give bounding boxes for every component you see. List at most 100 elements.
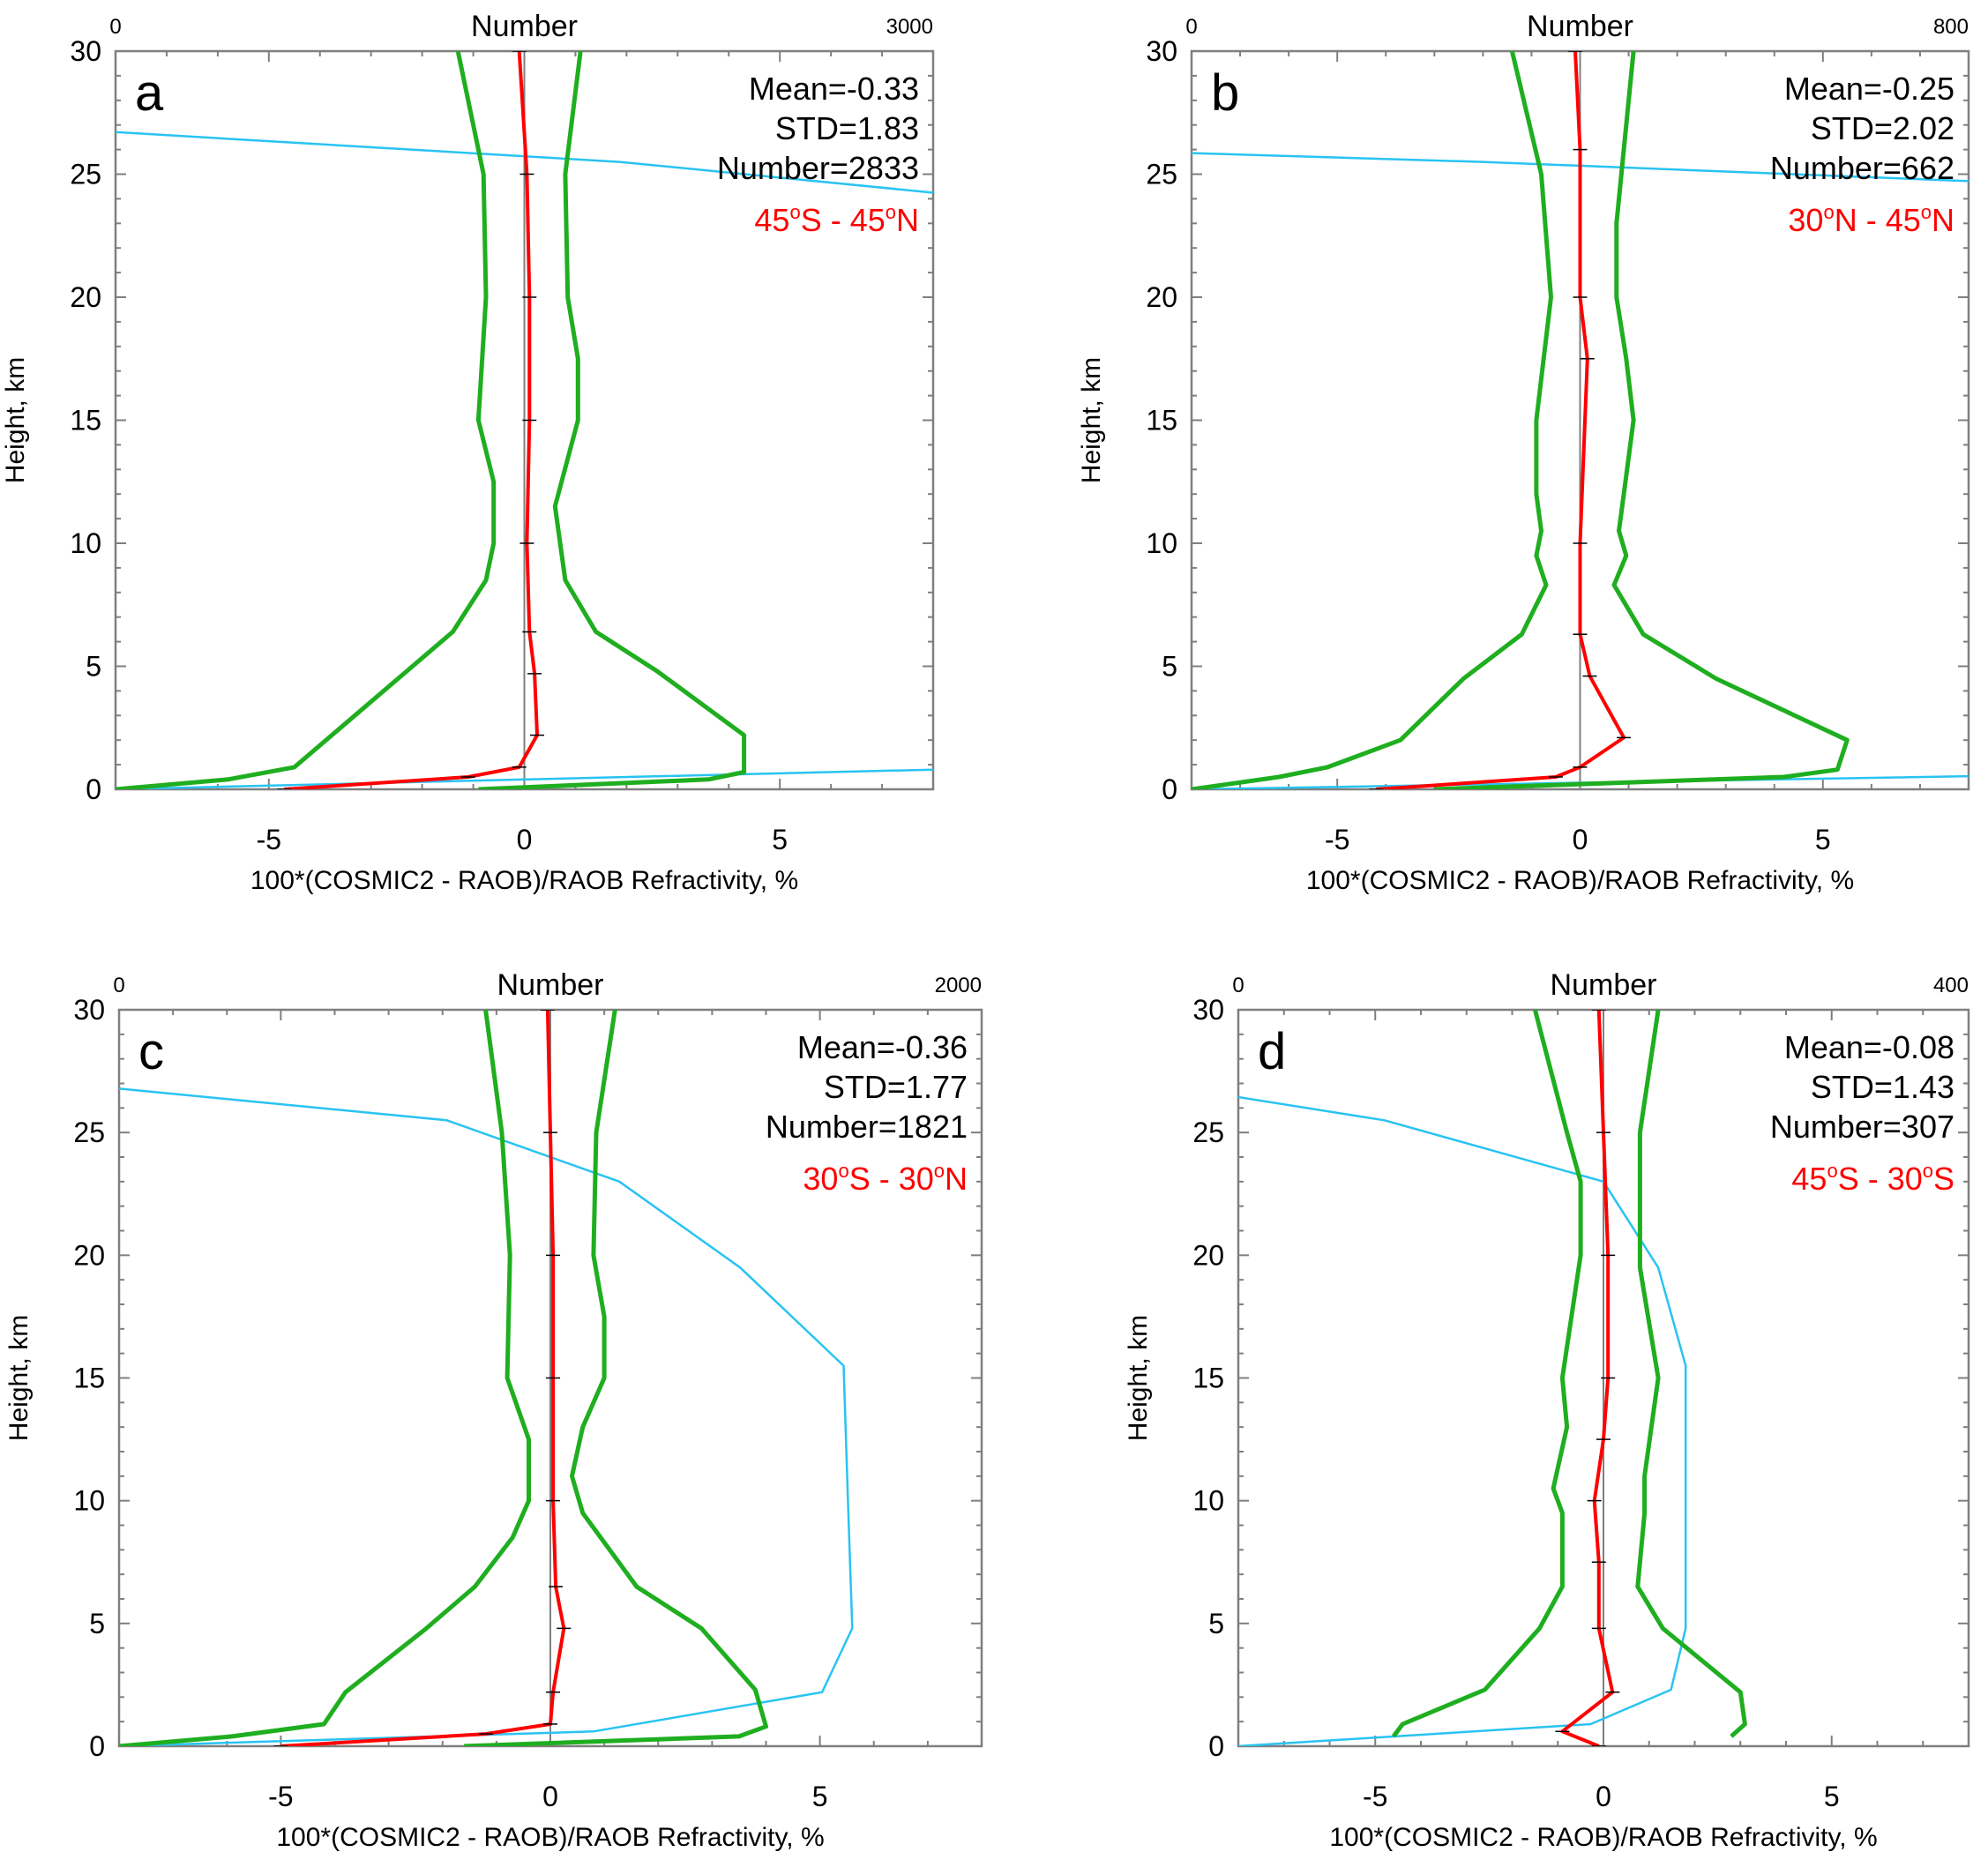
region-text: N - 45 (1835, 202, 1921, 238)
number-axis-label: Number (1527, 10, 1633, 43)
number-axis-label: Number (1551, 968, 1657, 1002)
y-tick-label: 30 (73, 994, 105, 1026)
panel-letter: d (1258, 1023, 1286, 1080)
number-axis-min-label: 0 (109, 15, 121, 39)
y-tick-label: 15 (1146, 405, 1177, 437)
number-series-line (1192, 152, 1969, 789)
mean-series-line (284, 51, 539, 789)
plot-area (1238, 1010, 1747, 1746)
y-tick-label: 20 (1146, 281, 1177, 313)
y-tick-label: 0 (86, 773, 101, 805)
degree-sign: o (1827, 1160, 1837, 1182)
region-text: S - 45 (801, 202, 886, 238)
region-text: N (896, 202, 919, 238)
y-tick-label: 30 (70, 35, 101, 67)
stats-std: STD=1.83 (775, 110, 919, 146)
x-tick-label: 5 (812, 1781, 828, 1812)
y-tick-label: 0 (1162, 773, 1177, 805)
stats-number: Number=2833 (717, 150, 919, 186)
x-axis-label: 100*(COSMIC2 - RAOB)/RAOB Refractivity, … (1329, 1823, 1877, 1852)
x-tick-label: -5 (268, 1781, 293, 1812)
number-axis-max-label: 3000 (886, 15, 933, 39)
x-tick-label: -5 (1363, 1781, 1387, 1812)
y-tick-label: 30 (1146, 35, 1177, 67)
y-axis-label: Height, km (1124, 1315, 1153, 1441)
std-lower-series-line (1391, 1010, 1583, 1738)
panel-b: 0 5 10 15 20 25 30 -5 0 5 0 800 Number 100*(COSMIC2 -… (1077, 10, 1970, 895)
y-tick-label: 5 (1208, 1608, 1224, 1639)
y-tick-label: 5 (1162, 651, 1177, 683)
y-tick-label: 20 (70, 281, 101, 313)
stats-std: STD=1.77 (824, 1069, 968, 1105)
y-tick-label: 25 (73, 1116, 105, 1148)
x-tick-label: 5 (772, 824, 788, 855)
stats-mean: Mean=-0.25 (1784, 71, 1954, 107)
y-tick-label: 10 (70, 527, 101, 559)
x-tick-label: 5 (1824, 1781, 1840, 1812)
y-tick-label: 20 (1192, 1239, 1224, 1271)
mean-series-line (280, 1010, 566, 1746)
degree-sign: o (838, 1160, 848, 1182)
y-tick-label: 20 (73, 1239, 105, 1271)
std-upper-series-line (1635, 1010, 1747, 1738)
y-tick-label: 10 (1192, 1485, 1224, 1517)
number-axis-min-label: 0 (113, 974, 124, 997)
x-axis-label: 100*(COSMIC2 - RAOB)/RAOB Refractivity, … (250, 866, 798, 895)
panel-letter: a (135, 64, 164, 122)
y-tick-label: 15 (73, 1363, 105, 1394)
x-tick-label: 5 (1815, 824, 1831, 855)
region-text: N (945, 1161, 968, 1197)
number-axis-min-label: 0 (1232, 974, 1244, 997)
y-tick-label: 0 (1208, 1730, 1224, 1762)
std-upper-series-line (464, 1010, 768, 1746)
y-tick-label: 10 (73, 1485, 105, 1517)
std-upper-series-line (1434, 51, 1850, 789)
number-axis-label: Number (471, 10, 578, 43)
stats-region: 30oN - 45oN (1788, 201, 1954, 238)
stats-number: Number=1821 (766, 1109, 968, 1145)
region-text: 45 (1791, 1161, 1827, 1197)
plot-area (116, 51, 933, 789)
panel-c: 0 5 10 15 20 25 30 -5 0 5 0 2000 Number 100*(COSMIC2 … (4, 968, 983, 1852)
x-tick-label: 0 (517, 824, 533, 855)
region-text: 30 (1788, 202, 1823, 238)
number-series-line (119, 1087, 854, 1746)
x-axis-label: 100*(COSMIC2 - RAOB)/RAOB Refractivity, … (276, 1823, 824, 1852)
stats-std: STD=1.43 (1811, 1069, 1954, 1105)
x-tick-label: -5 (257, 824, 281, 855)
degree-sign: o (1921, 201, 1932, 223)
degree-sign: o (789, 201, 800, 223)
region-text: N (1932, 202, 1954, 238)
std-lower-series-line (116, 51, 497, 789)
y-axis-label: Height, km (1077, 357, 1106, 483)
stats-mean: Mean=-0.36 (797, 1029, 968, 1065)
panel-a: 0 5 10 15 20 25 30 -5 0 5 0 3000 Number 100*(COSMIC2 … (1, 10, 935, 895)
x-tick-label: -5 (1325, 824, 1349, 855)
y-tick-label: 25 (1146, 159, 1177, 190)
degree-sign: o (934, 1160, 945, 1182)
plot-area (119, 1010, 854, 1746)
region-text: 30 (803, 1161, 838, 1197)
stats-mean: Mean=-0.33 (749, 71, 919, 107)
number-axis-max-label: 800 (1933, 15, 1969, 39)
x-axis-label: 100*(COSMIC2 - RAOB)/RAOB Refractivity, … (1306, 866, 1854, 895)
degree-sign: o (1923, 1160, 1933, 1182)
y-tick-label: 15 (1192, 1363, 1224, 1394)
stats-region: 45oS - 30oS (1791, 1160, 1954, 1197)
y-tick-label: 10 (1146, 527, 1177, 559)
number-series-line (1238, 1095, 1687, 1746)
stats-region: 45oS - 45oN (754, 201, 919, 238)
panel-letter: c (138, 1023, 164, 1080)
panel-d: 0 5 10 15 20 25 30 -5 0 5 0 400 Number 100*(COSMIC2 -… (1124, 968, 1970, 1852)
number-axis-max-label: 400 (1933, 974, 1969, 997)
y-tick-label: 0 (89, 1730, 105, 1762)
number-series-line (116, 131, 933, 789)
stats-number: Number=307 (1770, 1109, 1954, 1145)
x-tick-label: 0 (1573, 824, 1588, 855)
degree-sign: o (1823, 201, 1834, 223)
stats-region: 30oS - 30oN (803, 1160, 968, 1197)
y-tick-label: 25 (1192, 1116, 1224, 1148)
x-tick-label: 0 (1596, 1781, 1611, 1812)
y-tick-label: 30 (1192, 994, 1224, 1026)
